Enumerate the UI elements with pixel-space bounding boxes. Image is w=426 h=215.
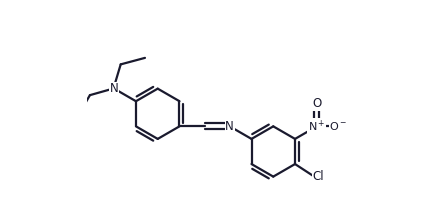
Text: N$^+$: N$^+$ — [308, 119, 325, 134]
Text: Cl: Cl — [312, 170, 324, 183]
Text: N: N — [110, 82, 118, 95]
Text: N: N — [225, 120, 234, 133]
Text: O: O — [312, 97, 322, 110]
Text: O$^-$: O$^-$ — [329, 120, 347, 132]
